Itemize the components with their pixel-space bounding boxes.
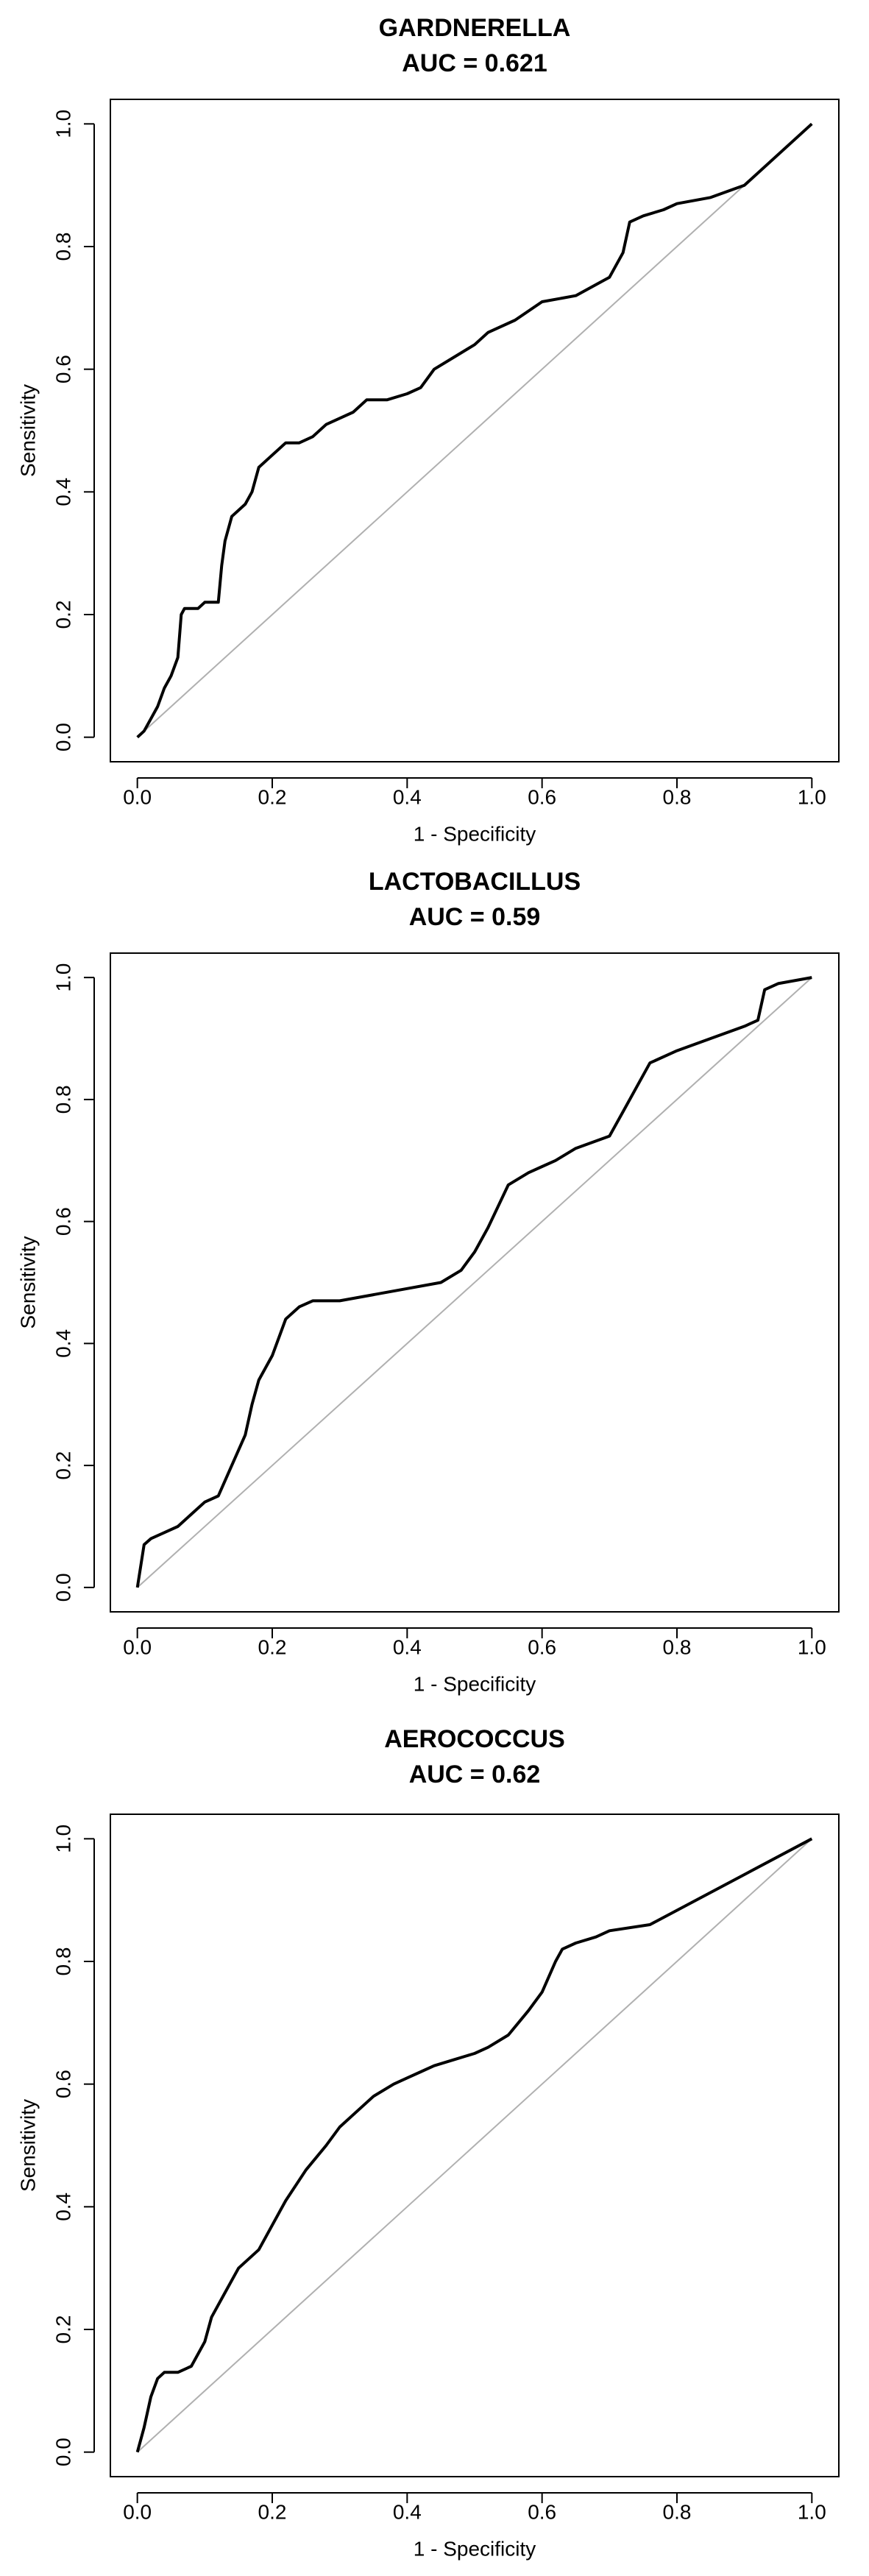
y-tick-label: 0.8: [52, 1947, 74, 1976]
x-tick-label: 1.0: [798, 1635, 826, 1658]
chart-title: LACTOBACILLUS: [369, 868, 581, 896]
y-tick-label: 0.6: [52, 2070, 74, 2098]
y-tick-label: 0.6: [52, 355, 74, 383]
x-tick-label: 0.8: [663, 785, 692, 808]
y-axis-title: Sensitivity: [16, 2099, 39, 2192]
y-tick-label: 0.2: [52, 601, 74, 629]
y-tick-label: 0.0: [52, 2438, 74, 2466]
y-tick-label: 1.0: [52, 963, 74, 992]
roc-curve-lactobacillus: [135, 976, 812, 1588]
plot-frame: [110, 952, 840, 1613]
x-tick-label: 0.6: [528, 2500, 556, 2523]
x-tick-label: 0.0: [123, 2500, 152, 2523]
y-tick-label: 0.0: [52, 1573, 74, 1602]
x-tick-label: 0.8: [663, 2500, 692, 2523]
x-tick-label: 0.4: [393, 785, 422, 808]
chart-title: GARDNERELLA: [379, 14, 571, 42]
x-tick-label: 0.0: [123, 785, 152, 808]
x-tick-label: 0.8: [663, 1635, 692, 1658]
plot-frame: [110, 99, 840, 762]
y-axis-title: Sensitivity: [16, 384, 39, 477]
x-tick-label: 0.6: [528, 1635, 556, 1658]
chart-subtitle: AUC = 0.621: [402, 49, 547, 77]
reference-diagonal-line: [137, 977, 812, 1588]
roc-panel-gardnerella: GARDNERELLA AUC = 0.621 0.0 0.2 0.4 0.6 0.8 1.0…: [0, 0, 869, 854]
y-tick-label: 0.4: [52, 2193, 74, 2221]
y-axis-title: Sensitivity: [16, 1236, 39, 1328]
x-axis-title: 1 - Specificity: [414, 1672, 536, 1695]
reference-diagonal-line: [137, 1838, 812, 2453]
chart-title: AEROCOCCUS: [384, 1725, 565, 1753]
y-tick-label: 1.0: [52, 110, 74, 138]
x-tick-label: 0.6: [528, 785, 556, 808]
reference-diagonal-line: [137, 123, 812, 738]
roc-panel-aerococcus: AEROCOCCUS AUC = 0.62 0.0 0.2 0.4 0.6 0.8 1.0 0.…: [0, 1711, 869, 2576]
y-tick-label: 0.2: [52, 2315, 74, 2344]
x-axis-title: 1 - Specificity: [414, 822, 536, 845]
y-tick-label: 0.0: [52, 723, 74, 751]
x-tick-label: 0.4: [393, 2500, 422, 2523]
y-tick-label: 0.8: [52, 1085, 74, 1114]
y-tick-label: 0.4: [52, 1329, 74, 1358]
roc-panel-lactobacillus: LACTOBACILLUS AUC = 0.59 0.0 0.2 0.4 0.6 0.8 1.…: [0, 854, 869, 1711]
roc-curve-aerococcus: [135, 1837, 813, 2453]
roc-chart-aerococcus: AEROCOCCUS AUC = 0.62 0.0 0.2 0.4 0.6 0.8 1.0 0.…: [16, 1725, 840, 2560]
x-tick-label: 1.0: [798, 785, 826, 808]
chart-subtitle: AUC = 0.59: [409, 903, 541, 931]
x-tick-label: 0.2: [258, 785, 287, 808]
x-tick-label: 0.0: [123, 1635, 152, 1658]
y-tick-label: 0.6: [52, 1207, 74, 1236]
x-tick-label: 0.4: [393, 1635, 422, 1658]
y-tick-label: 0.2: [52, 1451, 74, 1480]
x-tick-label: 1.0: [798, 2500, 826, 2523]
plot-frame: [110, 1814, 840, 2477]
x-tick-label: 0.2: [258, 2500, 287, 2523]
roc-chart-lactobacillus: LACTOBACILLUS AUC = 0.59 0.0 0.2 0.4 0.6 0.8 1.…: [16, 868, 840, 1695]
roc-curve-gardnerella: [136, 122, 813, 739]
y-tick-label: 0.4: [52, 478, 74, 506]
roc-chart-gardnerella: GARDNERELLA AUC = 0.621 0.0 0.2 0.4 0.6 0.8 1.0…: [16, 14, 840, 845]
y-tick-label: 1.0: [52, 1825, 74, 1853]
x-tick-label: 0.2: [258, 1635, 287, 1658]
x-axis-title: 1 - Specificity: [414, 2537, 536, 2560]
chart-subtitle: AUC = 0.62: [409, 1761, 541, 1788]
y-tick-label: 0.8: [52, 233, 74, 261]
